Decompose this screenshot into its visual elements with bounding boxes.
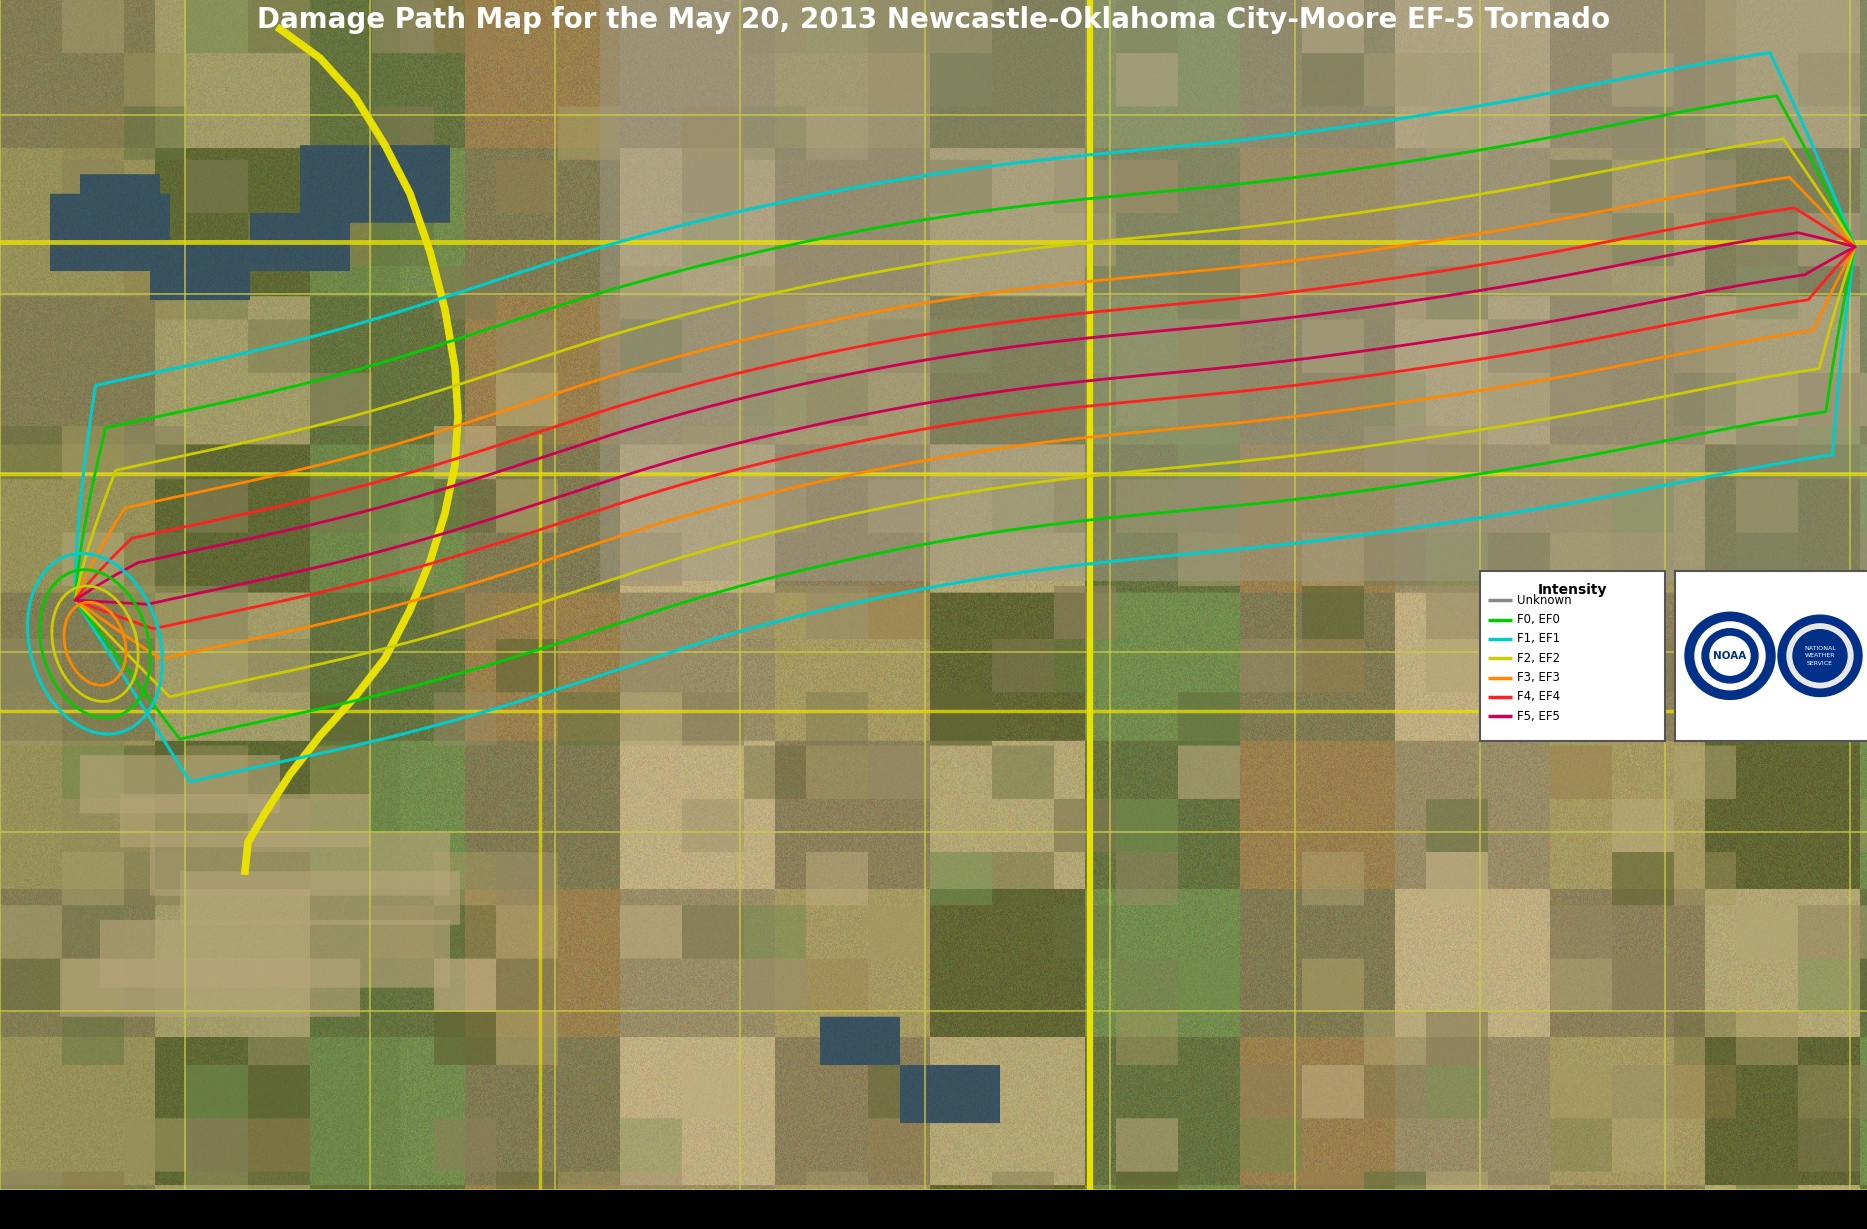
Circle shape — [1703, 629, 1759, 683]
Text: F1, EF1: F1, EF1 — [1518, 633, 1561, 645]
Text: WEATHER: WEATHER — [1805, 654, 1835, 659]
Text: F2, EF2: F2, EF2 — [1518, 651, 1561, 665]
Text: Intensity: Intensity — [1538, 583, 1607, 597]
Text: Damage Path Map for the May 20, 2013 Newcastle-Oklahoma City-Moore EF-5 Tornado: Damage Path Map for the May 20, 2013 New… — [258, 6, 1609, 33]
Text: F4, EF4: F4, EF4 — [1518, 691, 1561, 703]
Text: F3, EF3: F3, EF3 — [1518, 671, 1559, 685]
Circle shape — [1792, 629, 1846, 682]
Circle shape — [1686, 612, 1776, 699]
Text: SERVICE: SERVICE — [1807, 661, 1833, 666]
FancyBboxPatch shape — [1675, 571, 1867, 741]
Text: NATIONAL: NATIONAL — [1804, 645, 1835, 650]
Text: F0, EF0: F0, EF0 — [1518, 613, 1559, 626]
Circle shape — [1710, 637, 1749, 675]
Text: NOAA: NOAA — [1714, 651, 1748, 661]
Circle shape — [1777, 616, 1861, 697]
Text: F5, EF5: F5, EF5 — [1518, 710, 1559, 723]
FancyBboxPatch shape — [1481, 571, 1665, 741]
Circle shape — [1787, 624, 1854, 688]
Text: Unknown: Unknown — [1518, 594, 1572, 607]
Circle shape — [1695, 622, 1764, 689]
